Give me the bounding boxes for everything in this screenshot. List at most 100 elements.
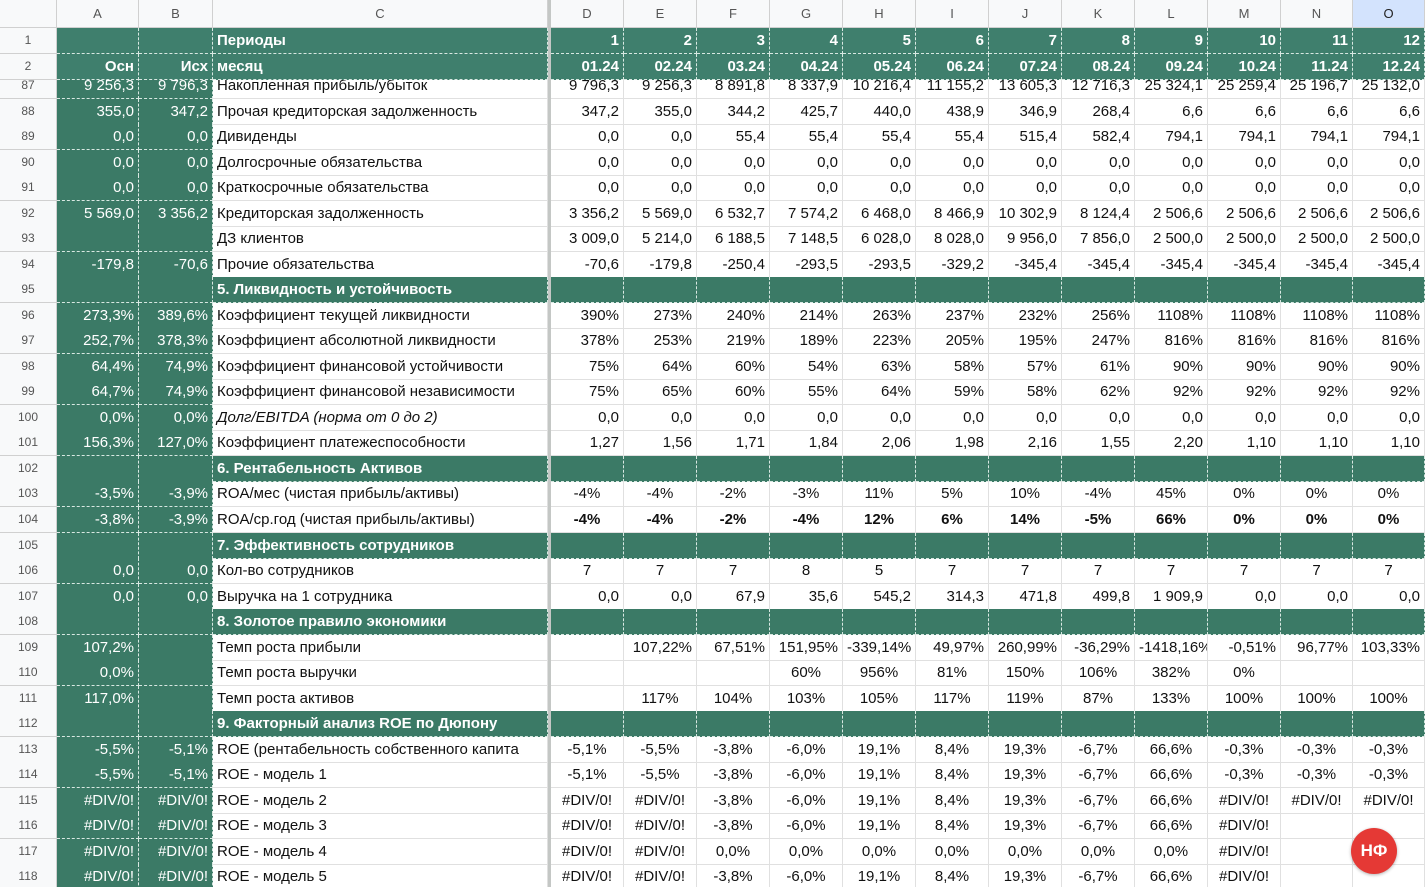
cell[interactable]: 240% xyxy=(697,302,770,329)
cell[interactable]: ROE - модель 1 xyxy=(213,762,548,789)
corner[interactable] xyxy=(0,0,57,28)
row-number[interactable]: 109 xyxy=(0,634,57,661)
cell[interactable]: 0,0% xyxy=(1135,838,1208,865)
cell[interactable]: -4% xyxy=(770,507,843,534)
cell[interactable]: 08.24 xyxy=(1062,54,1135,80)
cell[interactable]: 19,1% xyxy=(843,762,916,789)
cell[interactable] xyxy=(551,532,624,559)
cell[interactable]: 96,77% xyxy=(1281,634,1353,661)
cell[interactable]: 6,6 xyxy=(1353,98,1425,125)
cell[interactable]: 62% xyxy=(1062,379,1135,406)
cell[interactable] xyxy=(989,711,1062,738)
cell[interactable] xyxy=(1281,711,1353,738)
cell[interactable]: -5,5% xyxy=(624,762,697,789)
cell[interactable]: 0,0 xyxy=(551,404,624,431)
cell[interactable]: 1,55 xyxy=(1062,430,1135,457)
cell[interactable]: 1,56 xyxy=(624,430,697,457)
cell[interactable] xyxy=(1135,455,1208,482)
row-number[interactable]: 103 xyxy=(0,481,57,508)
cell[interactable]: 75% xyxy=(551,353,624,380)
row-number[interactable]: 88 xyxy=(0,98,57,125)
cell[interactable]: ROA/мес (чистая прибыль/активы) xyxy=(213,481,548,508)
cell[interactable]: 117% xyxy=(624,685,697,712)
cell[interactable]: 8,4% xyxy=(916,787,989,814)
cell[interactable]: 7 xyxy=(551,558,624,585)
cell[interactable]: 355,0 xyxy=(57,98,139,125)
cell[interactable]: 74,9% xyxy=(139,379,213,406)
cell[interactable]: 66,6% xyxy=(1135,787,1208,814)
cell[interactable]: Коэффициент финансовой устойчивости xyxy=(213,353,548,380)
cell[interactable]: 0,0 xyxy=(1208,175,1281,202)
cell[interactable]: 816% xyxy=(1281,328,1353,355)
cell[interactable]: Кредиторская задолженность xyxy=(213,200,548,227)
cell[interactable] xyxy=(1208,455,1281,482)
cell[interactable]: 0,0 xyxy=(624,404,697,431)
cell[interactable] xyxy=(1353,532,1425,559)
cell[interactable]: 107,22% xyxy=(624,634,697,661)
row-number[interactable]: 94 xyxy=(0,251,57,278)
cell[interactable]: 0,0 xyxy=(770,149,843,176)
cell[interactable]: 0,0 xyxy=(916,404,989,431)
cell[interactable] xyxy=(989,455,1062,482)
cell[interactable]: 0,0 xyxy=(57,583,139,610)
cell[interactable]: 438,9 xyxy=(916,98,989,125)
cell[interactable]: 59% xyxy=(916,379,989,406)
cell[interactable]: 0,0 xyxy=(916,149,989,176)
cell[interactable]: 03.24 xyxy=(697,54,770,80)
cell[interactable]: 5 xyxy=(843,558,916,585)
cell[interactable] xyxy=(770,277,843,304)
cell[interactable]: 1108% xyxy=(1281,302,1353,329)
cell[interactable]: 582,4 xyxy=(1062,124,1135,151)
cell[interactable] xyxy=(139,660,213,687)
cell[interactable]: 0,0 xyxy=(551,583,624,610)
cell[interactable]: 263% xyxy=(843,302,916,329)
cell[interactable]: 378% xyxy=(551,328,624,355)
cell[interactable] xyxy=(1353,609,1425,636)
row-number[interactable]: 100 xyxy=(0,404,57,431)
cell[interactable] xyxy=(697,277,770,304)
cell[interactable]: 1,10 xyxy=(1353,430,1425,457)
cell[interactable]: 2 506,6 xyxy=(1135,200,1208,227)
cell[interactable]: Краткосрочные обязательства xyxy=(213,175,548,202)
cell[interactable]: 0,0% xyxy=(916,838,989,865)
cell[interactable]: 3 356,2 xyxy=(551,200,624,227)
cell[interactable]: 19,1% xyxy=(843,787,916,814)
cell[interactable]: 74,9% xyxy=(139,353,213,380)
cell[interactable]: -5,1% xyxy=(139,736,213,763)
row-number[interactable]: 90 xyxy=(0,149,57,176)
column-header[interactable]: F xyxy=(697,0,770,28)
cell[interactable]: -5,1% xyxy=(139,762,213,789)
cell[interactable]: 127,0% xyxy=(139,430,213,457)
row-number[interactable]: 96 xyxy=(0,302,57,329)
cell[interactable]: 2 500,0 xyxy=(1135,226,1208,253)
cell[interactable] xyxy=(1353,660,1425,687)
cell[interactable] xyxy=(697,532,770,559)
cell[interactable]: 268,4 xyxy=(1062,98,1135,125)
cell[interactable]: 6. Рентабельность Активов xyxy=(213,455,548,482)
cell[interactable]: 19,3% xyxy=(989,864,1062,887)
cell[interactable]: 8. Золотое правило экономики xyxy=(213,609,548,636)
cell[interactable]: 55,4 xyxy=(843,124,916,151)
cell[interactable] xyxy=(1281,660,1353,687)
cell[interactable]: 10 216,4 xyxy=(843,80,916,100)
cell[interactable]: 7 xyxy=(1062,558,1135,585)
cell[interactable]: Долг/EBITDA (норма от 0 до 2) xyxy=(213,404,548,431)
cell[interactable]: 12 xyxy=(1353,28,1425,54)
cell[interactable] xyxy=(57,226,139,253)
column-header[interactable]: J xyxy=(989,0,1062,28)
cell[interactable]: 0,0 xyxy=(551,124,624,151)
cell[interactable]: #DIV/0! xyxy=(1208,864,1281,887)
cell[interactable]: 816% xyxy=(1208,328,1281,355)
cell[interactable]: -4% xyxy=(551,507,624,534)
cell[interactable]: -0,51% xyxy=(1208,634,1281,661)
row-number[interactable]: 106 xyxy=(0,558,57,585)
cell[interactable]: 0,0 xyxy=(624,124,697,151)
cell[interactable]: 92% xyxy=(1135,379,1208,406)
cell[interactable]: -1418,16% xyxy=(1135,634,1208,661)
row-number[interactable]: 87 xyxy=(0,80,57,100)
cell[interactable] xyxy=(551,660,624,687)
cell[interactable]: 382% xyxy=(1135,660,1208,687)
cell[interactable]: 5% xyxy=(916,481,989,508)
cell[interactable]: 253% xyxy=(624,328,697,355)
row-number[interactable]: 118 xyxy=(0,864,57,887)
